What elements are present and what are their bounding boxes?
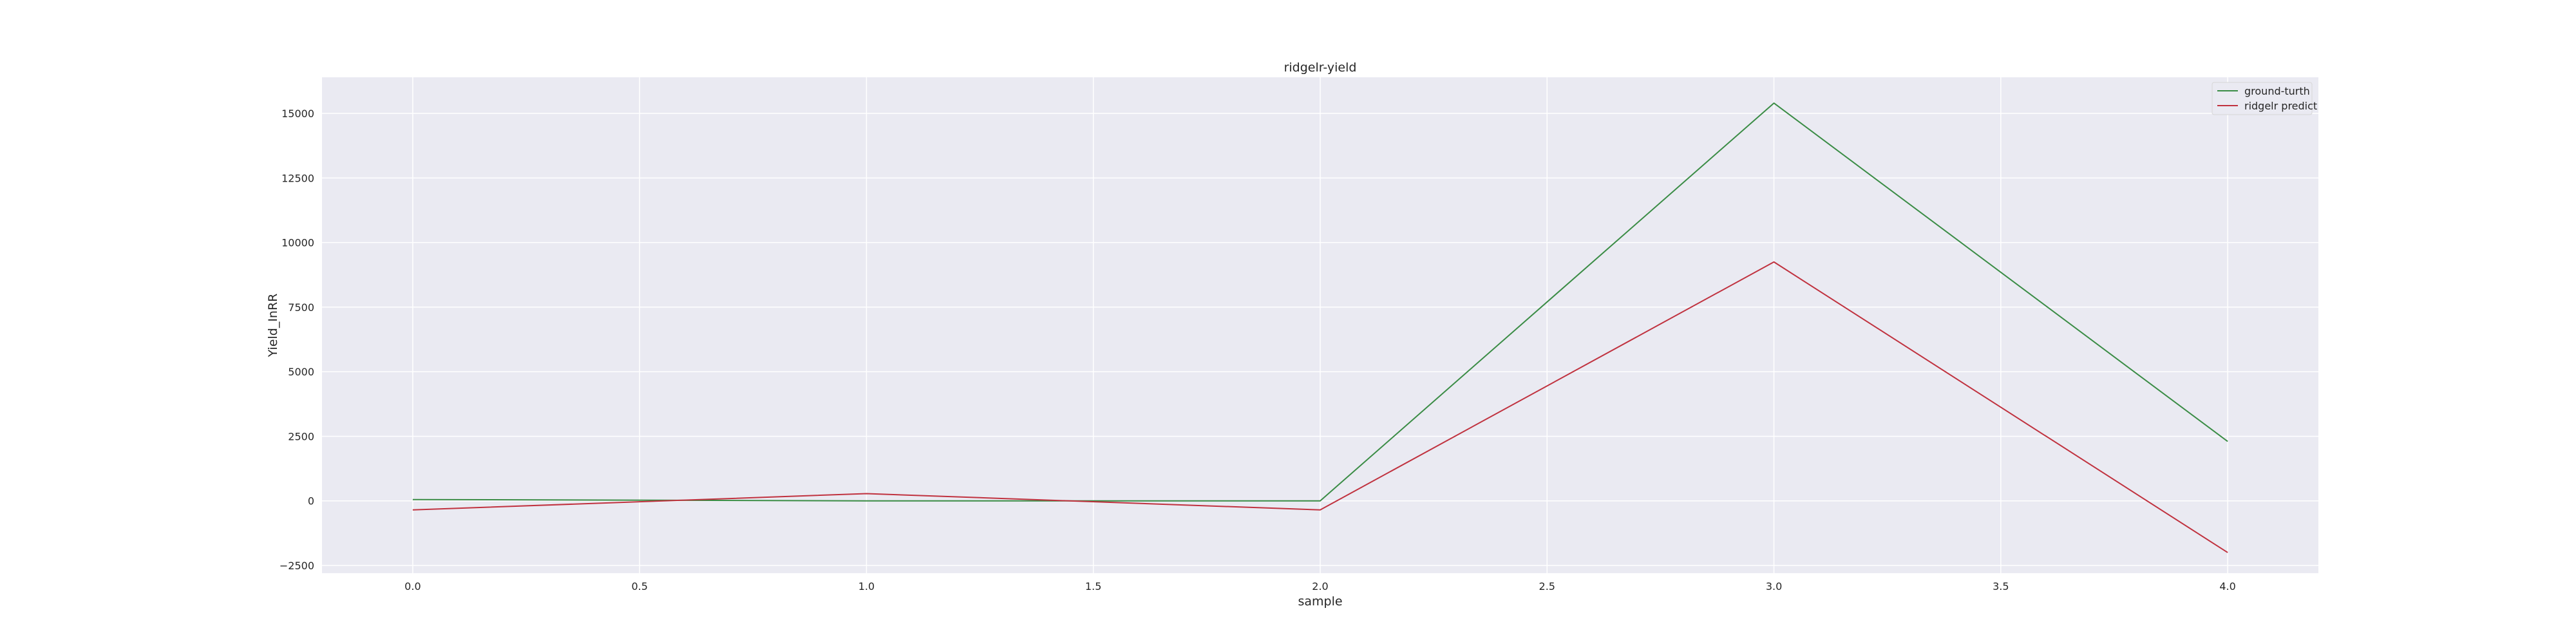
- y-tick-label: 7500: [288, 301, 314, 314]
- y-tick-label: 10000: [281, 237, 314, 249]
- x-axis-label: sample: [1298, 594, 1342, 609]
- y-tick-label: 5000: [288, 366, 314, 378]
- y-tick-label: 0: [308, 495, 314, 507]
- x-tick-label: 2.5: [1539, 580, 1555, 592]
- y-tick-label: 12500: [281, 172, 314, 184]
- x-tick-label: 0.5: [631, 580, 647, 592]
- x-tick-label: 0.0: [404, 580, 421, 592]
- x-tick-label: 3.0: [1766, 580, 1782, 592]
- legend-label-ground-turth: ground-turth: [2244, 85, 2310, 97]
- legend: ground-turth ridgelr predict: [2211, 82, 2317, 115]
- legend-label-ridgelr-predict: ridgelr predict: [2244, 100, 2317, 112]
- x-tick-label: 1.0: [858, 580, 875, 592]
- x-tick-label: 3.5: [1993, 580, 2009, 592]
- chart-title: ridgelr-yield: [1284, 61, 1357, 75]
- y-axis-label: Yield_InRR: [266, 294, 280, 358]
- x-tick-label: 2.0: [1312, 580, 1328, 592]
- y-tick-label: 15000: [281, 108, 314, 120]
- y-tick-label: −2500: [279, 560, 314, 572]
- y-ticks: −2500 0 2500 5000 7500 10000 12500 15000: [279, 108, 314, 572]
- x-tick-label: 1.5: [1085, 580, 1101, 592]
- y-tick-label: 2500: [288, 430, 314, 442]
- x-ticks: 0.0 0.5 1.0 1.5 2.0 2.5 3.0 3.5 4.0: [404, 580, 2236, 592]
- x-tick-label: 4.0: [2219, 580, 2235, 592]
- series-layer: [412, 102, 2228, 553]
